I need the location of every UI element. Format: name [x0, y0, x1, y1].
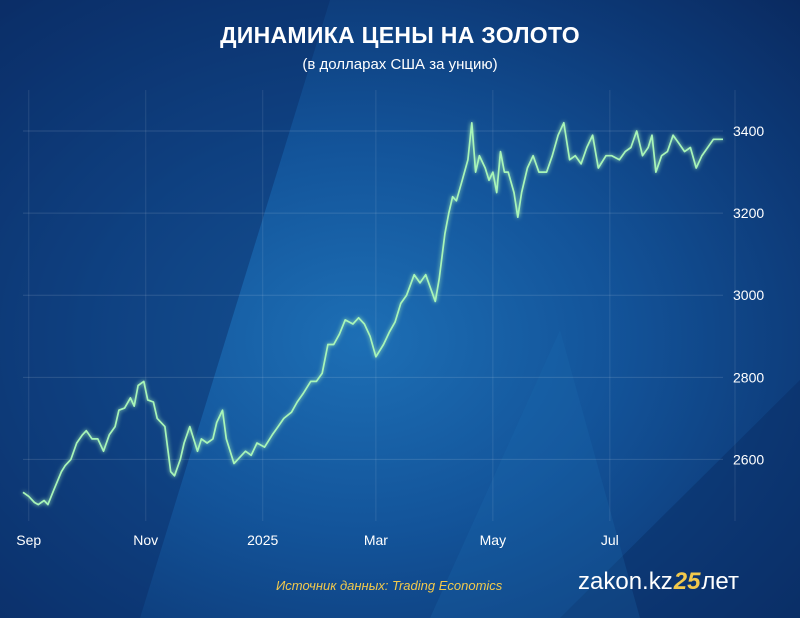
background-shape	[430, 330, 640, 618]
x-tick-label: May	[480, 532, 506, 548]
background-shape	[560, 380, 800, 618]
brand-logo: zakon.kz25лет	[578, 568, 739, 596]
chart-title: ДИНАМИКА ЦЕНЫ НА ЗОЛОТО	[220, 22, 580, 48]
brand-number: 25	[673, 568, 701, 595]
y-tick-label: 2600	[733, 451, 764, 467]
brand-name: zakon.kz	[578, 568, 673, 595]
chart-subtitle: (в долларах США за унцию)	[302, 56, 498, 73]
x-tick-label: Sep	[16, 532, 41, 548]
y-tick-label: 2800	[733, 369, 764, 385]
x-tick-label: Nov	[133, 532, 158, 548]
gold-price-line	[22, 121, 723, 506]
brand-suffix: лет	[701, 568, 739, 595]
grid	[23, 90, 736, 521]
x-tick-label: 2025	[247, 532, 278, 548]
data-source: Источник данных: Trading Economics	[276, 578, 503, 593]
background-shape	[0, 0, 330, 618]
x-axis-ticks: Sep Nov 2025 Mar May Jul	[16, 532, 619, 548]
x-tick-label: Jul	[601, 532, 619, 548]
y-axis-ticks: 2600 2800 3000 3200 3400	[733, 123, 764, 467]
y-tick-label: 3400	[733, 123, 764, 139]
y-tick-label: 3000	[733, 287, 764, 303]
y-tick-label: 3200	[733, 205, 764, 221]
x-tick-label: Mar	[364, 532, 388, 548]
